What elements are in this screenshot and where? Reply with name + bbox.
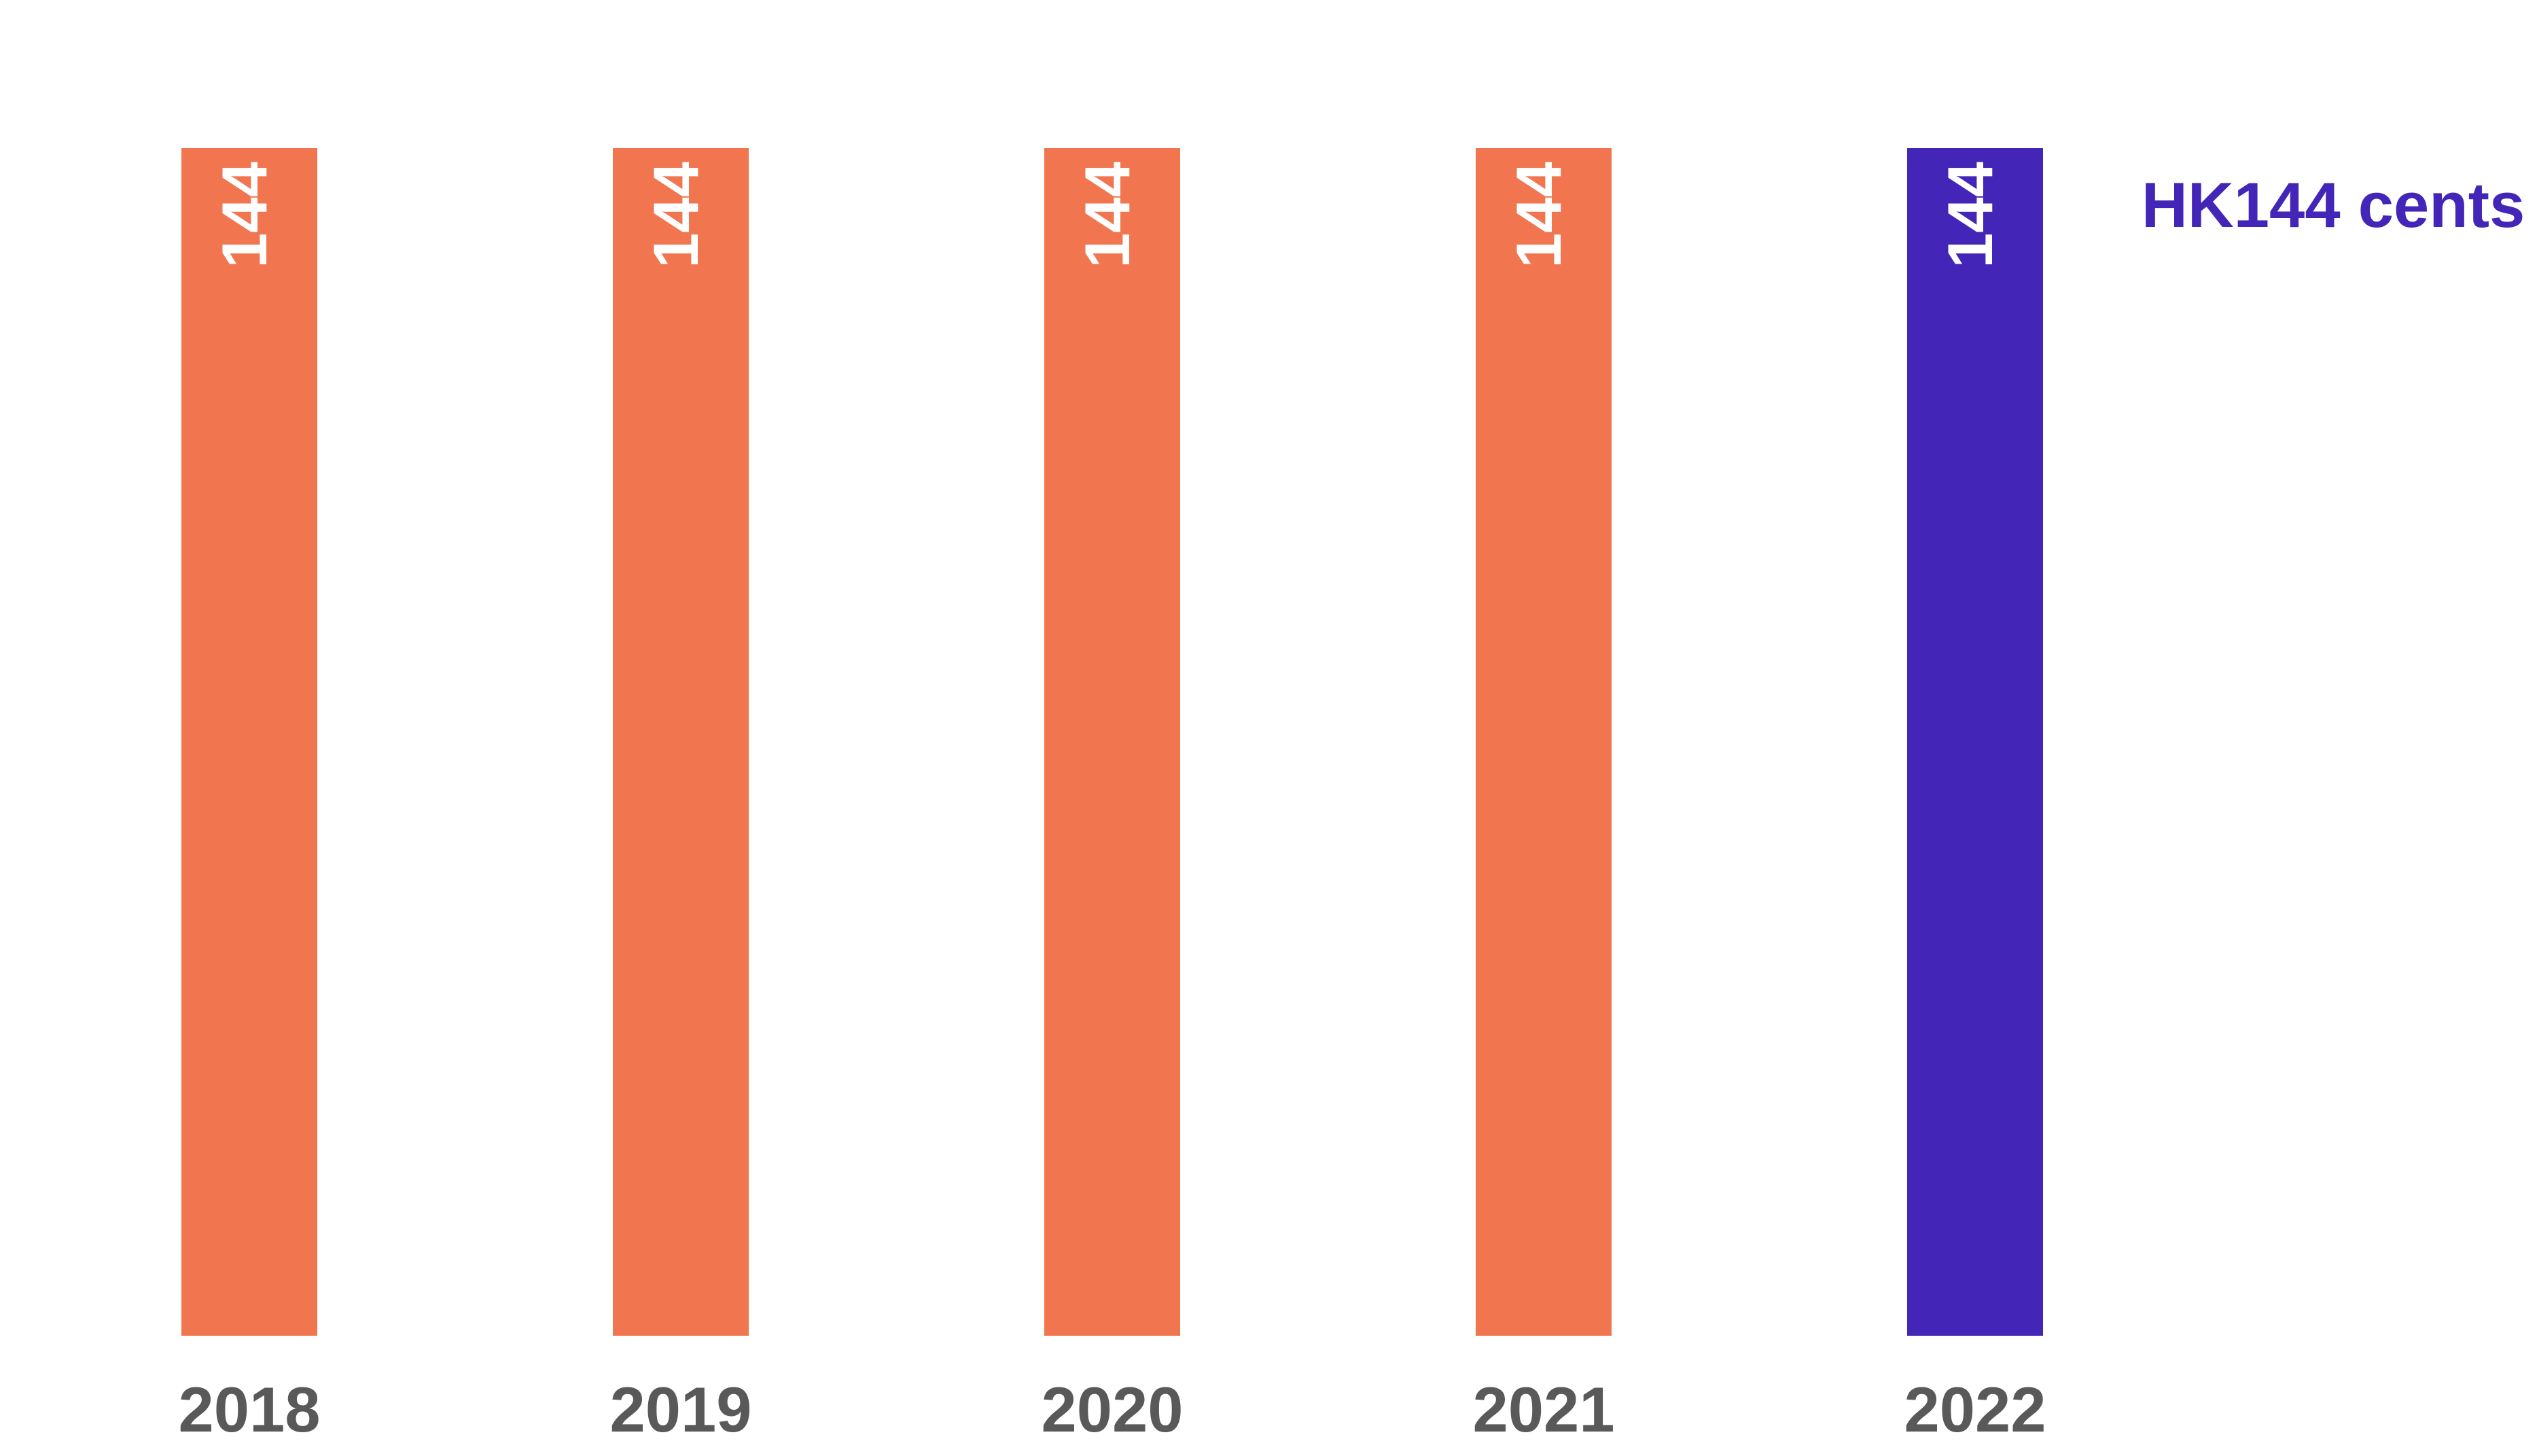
x-tick-label-2019: 2019 <box>609 1374 751 1445</box>
x-tick-label-2018: 2018 <box>178 1374 320 1445</box>
bar-value-label-2019: 144 <box>640 162 711 268</box>
highlight-annotation: HK144 cents <box>2142 169 2525 241</box>
bar-value-label-2022: 144 <box>1934 162 2006 268</box>
bar-value-label-2018: 144 <box>209 162 280 268</box>
bar-2020 <box>1044 148 1180 1336</box>
bar-2018 <box>181 148 317 1336</box>
bar-2022 <box>1907 148 2043 1336</box>
bar-labels-group: 144 144 144 144 144 <box>209 162 2006 268</box>
x-tick-label-2021: 2021 <box>1472 1374 1614 1445</box>
bar-2019 <box>613 148 749 1336</box>
bars-group <box>181 148 2043 1336</box>
x-tick-label-2022: 2022 <box>1904 1374 2046 1445</box>
x-tick-label-2020: 2020 <box>1041 1374 1183 1445</box>
bar-value-label-2020: 144 <box>1071 162 1143 268</box>
bar-value-label-2021: 144 <box>1503 162 1574 268</box>
bar-2021 <box>1476 148 1612 1336</box>
x-axis-tick-labels: 2018 2019 2020 2021 2022 <box>178 1374 2046 1445</box>
